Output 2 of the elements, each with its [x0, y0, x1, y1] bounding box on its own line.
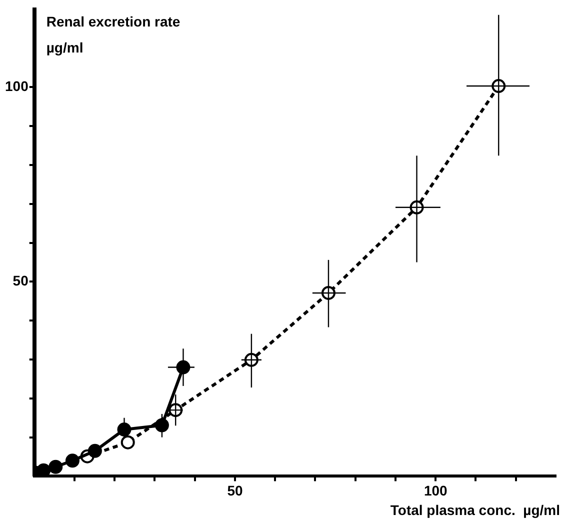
y-axis-title: Renal excretion rate µg/ml	[46, 13, 180, 56]
x-axis-title: Total plasma conc. µg/ml	[390, 502, 560, 518]
